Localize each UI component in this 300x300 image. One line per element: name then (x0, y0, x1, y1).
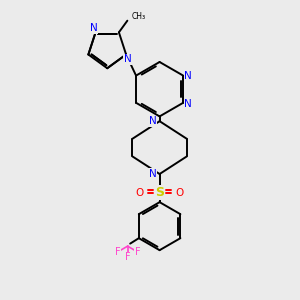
Text: CH₃: CH₃ (131, 12, 145, 21)
Text: N: N (149, 116, 156, 126)
Text: S: S (155, 186, 164, 199)
Text: F: F (115, 247, 121, 257)
Text: F: F (125, 252, 130, 262)
Text: O: O (135, 188, 144, 198)
Text: F: F (134, 247, 140, 257)
Text: N: N (124, 54, 132, 64)
Text: N: N (184, 70, 192, 81)
Text: N: N (184, 99, 192, 110)
Text: N: N (90, 23, 98, 34)
Text: N: N (149, 169, 156, 179)
Text: O: O (176, 188, 184, 198)
